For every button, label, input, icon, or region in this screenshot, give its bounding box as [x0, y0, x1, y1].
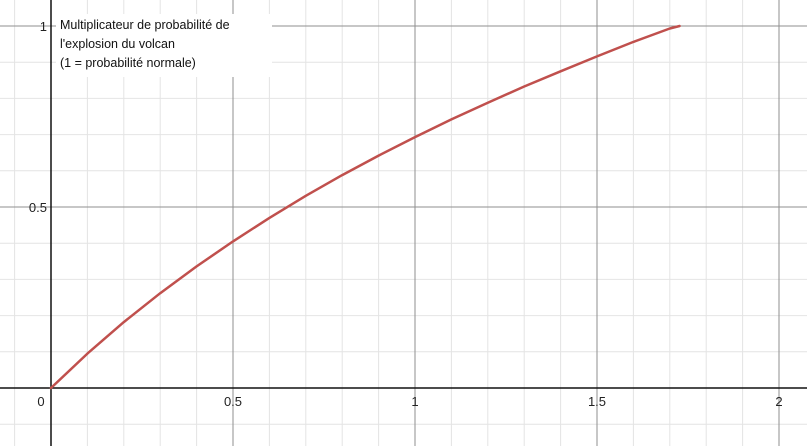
x-tick-label: 0.5: [224, 394, 242, 409]
x-tick-label: 2: [775, 394, 782, 409]
tick-labels: 0 0.5 1 1.5 2 0.5 1: [29, 19, 783, 409]
annotation-line-1: Multiplicateur de probabilité de: [60, 18, 230, 32]
series-line-0: [49, 24, 681, 390]
annotation-line-3: (1 = probabilité normale): [60, 56, 196, 70]
series-layer: [49, 24, 681, 390]
x-tick-label: 1.5: [588, 394, 606, 409]
y-tick-label: 1: [40, 19, 47, 34]
annotation-line-2: l'explosion du volcan: [60, 37, 175, 51]
chart-annotation: Multiplicateur de probabilité de l'explo…: [56, 14, 272, 77]
x-tick-label: 1: [411, 394, 418, 409]
y-tick-label: 0.5: [29, 200, 47, 215]
x-tick-label: 0: [37, 394, 44, 409]
